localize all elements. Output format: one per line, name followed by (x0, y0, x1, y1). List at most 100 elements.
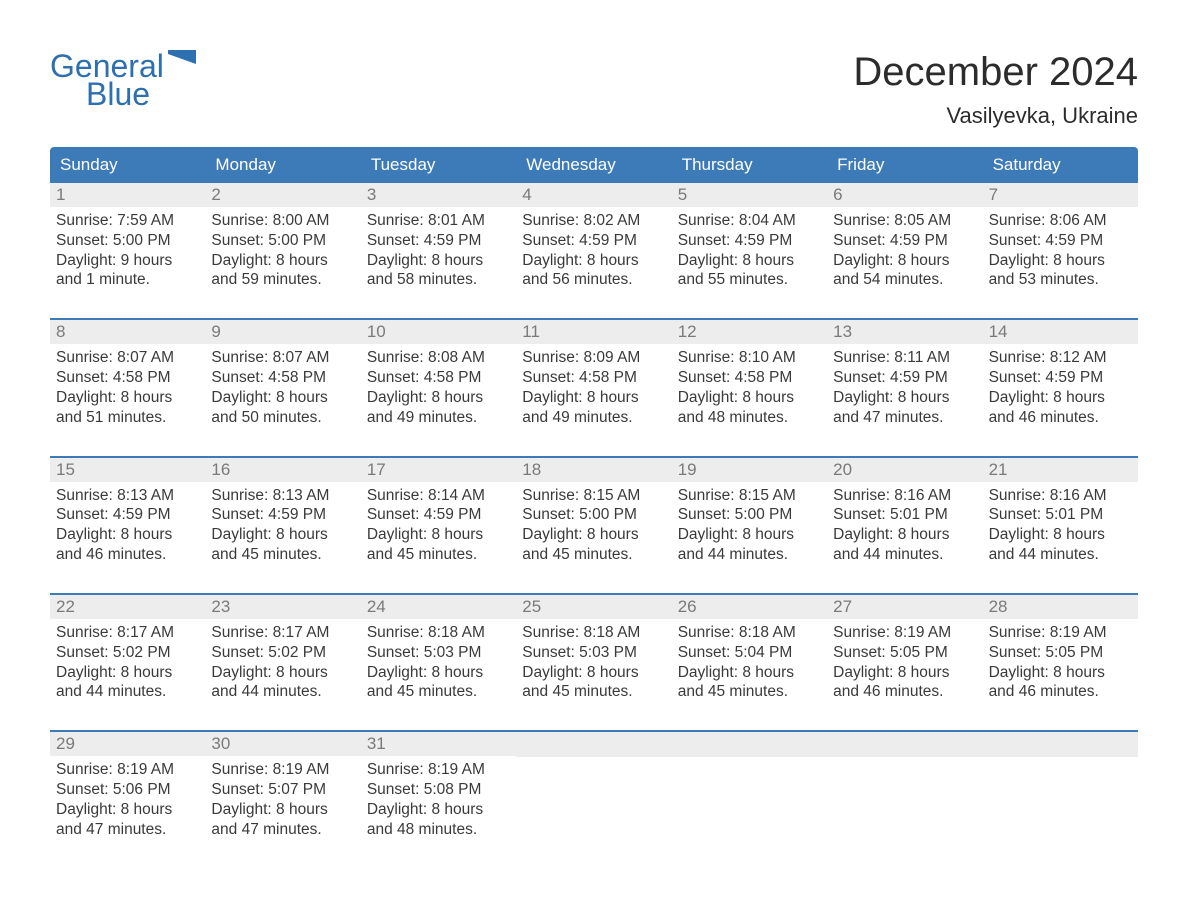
daylight-line-1: Daylight: 8 hours (989, 663, 1132, 683)
day-cell: 13Sunrise: 8:11 AMSunset: 4:59 PMDayligh… (827, 320, 982, 431)
day-details: Sunrise: 8:18 AMSunset: 5:03 PMDaylight:… (516, 619, 671, 706)
sunrise-text: Sunrise: 8:18 AM (678, 623, 821, 643)
day-details: Sunrise: 8:04 AMSunset: 4:59 PMDaylight:… (672, 207, 827, 294)
daylight-line-1: Daylight: 8 hours (522, 251, 665, 271)
sunset-text: Sunset: 4:59 PM (833, 368, 976, 388)
day-cell: 11Sunrise: 8:09 AMSunset: 4:58 PMDayligh… (516, 320, 671, 431)
daylight-line-2: and 44 minutes. (678, 545, 821, 565)
daylight-line-2: and 50 minutes. (211, 408, 354, 428)
day-number: 25 (516, 595, 671, 619)
day-number: 3 (361, 183, 516, 207)
day-cell: 23Sunrise: 8:17 AMSunset: 5:02 PMDayligh… (205, 595, 360, 706)
brand-word-2: Blue (86, 76, 196, 113)
day-number: 31 (361, 732, 516, 756)
weekday-header: Tuesday (361, 147, 516, 183)
sunset-text: Sunset: 4:58 PM (678, 368, 821, 388)
sunrise-text: Sunrise: 8:16 AM (989, 486, 1132, 506)
sunrise-text: Sunrise: 8:19 AM (367, 760, 510, 780)
day-number: 9 (205, 320, 360, 344)
day-number: 19 (672, 458, 827, 482)
daylight-line-2: and 45 minutes. (678, 682, 821, 702)
location-label: Vasilyevka, Ukraine (853, 103, 1138, 129)
sunrise-text: Sunrise: 8:17 AM (56, 623, 199, 643)
day-cell: 14Sunrise: 8:12 AMSunset: 4:59 PMDayligh… (983, 320, 1138, 431)
daylight-line-2: and 45 minutes. (367, 682, 510, 702)
day-cell: 17Sunrise: 8:14 AMSunset: 4:59 PMDayligh… (361, 458, 516, 569)
day-number: 23 (205, 595, 360, 619)
day-cell: 19Sunrise: 8:15 AMSunset: 5:00 PMDayligh… (672, 458, 827, 569)
brand-logo: General Blue (50, 50, 196, 113)
day-details: Sunrise: 8:09 AMSunset: 4:58 PMDaylight:… (516, 344, 671, 431)
sunset-text: Sunset: 4:59 PM (522, 231, 665, 251)
day-details: Sunrise: 8:15 AMSunset: 5:00 PMDaylight:… (516, 482, 671, 569)
title-block: December 2024 Vasilyevka, Ukraine (853, 50, 1138, 129)
daylight-line-2: and 1 minute. (56, 270, 199, 290)
sunset-text: Sunset: 4:58 PM (56, 368, 199, 388)
sunrise-text: Sunrise: 8:06 AM (989, 211, 1132, 231)
day-cell: 2Sunrise: 8:00 AMSunset: 5:00 PMDaylight… (205, 183, 360, 294)
day-number: 29 (50, 732, 205, 756)
sunset-text: Sunset: 4:59 PM (211, 505, 354, 525)
daylight-line-2: and 46 minutes. (989, 682, 1132, 702)
day-cell: 26Sunrise: 8:18 AMSunset: 5:04 PMDayligh… (672, 595, 827, 706)
daylight-line-1: Daylight: 8 hours (211, 251, 354, 271)
sunrise-text: Sunrise: 8:19 AM (56, 760, 199, 780)
sunrise-text: Sunrise: 8:00 AM (211, 211, 354, 231)
sunrise-text: Sunrise: 8:07 AM (56, 348, 199, 368)
day-details: Sunrise: 7:59 AMSunset: 5:00 PMDaylight:… (50, 207, 205, 294)
sunrise-text: Sunrise: 8:04 AM (678, 211, 821, 231)
daylight-line-2: and 46 minutes. (989, 408, 1132, 428)
daylight-line-1: Daylight: 8 hours (522, 663, 665, 683)
daylight-line-2: and 45 minutes. (211, 545, 354, 565)
sunset-text: Sunset: 5:03 PM (367, 643, 510, 663)
day-cell: 1Sunrise: 7:59 AMSunset: 5:00 PMDaylight… (50, 183, 205, 294)
weekday-header: Monday (205, 147, 360, 183)
day-details: Sunrise: 8:15 AMSunset: 5:00 PMDaylight:… (672, 482, 827, 569)
day-details: Sunrise: 8:10 AMSunset: 4:58 PMDaylight:… (672, 344, 827, 431)
daylight-line-1: Daylight: 8 hours (211, 800, 354, 820)
sunset-text: Sunset: 4:59 PM (367, 505, 510, 525)
day-number: 27 (827, 595, 982, 619)
day-cell: 21Sunrise: 8:16 AMSunset: 5:01 PMDayligh… (983, 458, 1138, 569)
day-number: 1 (50, 183, 205, 207)
daylight-line-2: and 48 minutes. (678, 408, 821, 428)
daylight-line-1: Daylight: 8 hours (56, 525, 199, 545)
daylight-line-2: and 47 minutes. (833, 408, 976, 428)
sunrise-text: Sunrise: 8:01 AM (367, 211, 510, 231)
sunrise-text: Sunrise: 7:59 AM (56, 211, 199, 231)
sunset-text: Sunset: 5:02 PM (56, 643, 199, 663)
daylight-line-2: and 51 minutes. (56, 408, 199, 428)
week-row: 8Sunrise: 8:07 AMSunset: 4:58 PMDaylight… (50, 318, 1138, 431)
daylight-line-2: and 48 minutes. (367, 820, 510, 840)
sunset-text: Sunset: 5:03 PM (522, 643, 665, 663)
day-number: 28 (983, 595, 1138, 619)
daylight-line-2: and 46 minutes. (833, 682, 976, 702)
weekday-header-row: Sunday Monday Tuesday Wednesday Thursday… (50, 147, 1138, 183)
daylight-line-1: Daylight: 8 hours (211, 525, 354, 545)
day-details: Sunrise: 8:17 AMSunset: 5:02 PMDaylight:… (50, 619, 205, 706)
day-number: 20 (827, 458, 982, 482)
daylight-line-1: Daylight: 8 hours (56, 663, 199, 683)
day-cell: 16Sunrise: 8:13 AMSunset: 4:59 PMDayligh… (205, 458, 360, 569)
sunrise-text: Sunrise: 8:14 AM (367, 486, 510, 506)
day-number: 15 (50, 458, 205, 482)
daylight-line-2: and 58 minutes. (367, 270, 510, 290)
day-number: 13 (827, 320, 982, 344)
day-details: Sunrise: 8:17 AMSunset: 5:02 PMDaylight:… (205, 619, 360, 706)
daylight-line-1: Daylight: 8 hours (56, 388, 199, 408)
daylight-line-2: and 59 minutes. (211, 270, 354, 290)
sunrise-text: Sunrise: 8:09 AM (522, 348, 665, 368)
day-details: Sunrise: 8:11 AMSunset: 4:59 PMDaylight:… (827, 344, 982, 431)
sunrise-text: Sunrise: 8:15 AM (522, 486, 665, 506)
sunset-text: Sunset: 5:00 PM (56, 231, 199, 251)
sunset-text: Sunset: 5:04 PM (678, 643, 821, 663)
sunset-text: Sunset: 4:59 PM (989, 231, 1132, 251)
daylight-line-1: Daylight: 8 hours (989, 388, 1132, 408)
daylight-line-2: and 53 minutes. (989, 270, 1132, 290)
sunrise-text: Sunrise: 8:13 AM (56, 486, 199, 506)
day-number: 10 (361, 320, 516, 344)
daylight-line-1: Daylight: 8 hours (367, 388, 510, 408)
day-details: Sunrise: 8:07 AMSunset: 4:58 PMDaylight:… (50, 344, 205, 431)
day-number: 6 (827, 183, 982, 207)
sunrise-text: Sunrise: 8:02 AM (522, 211, 665, 231)
